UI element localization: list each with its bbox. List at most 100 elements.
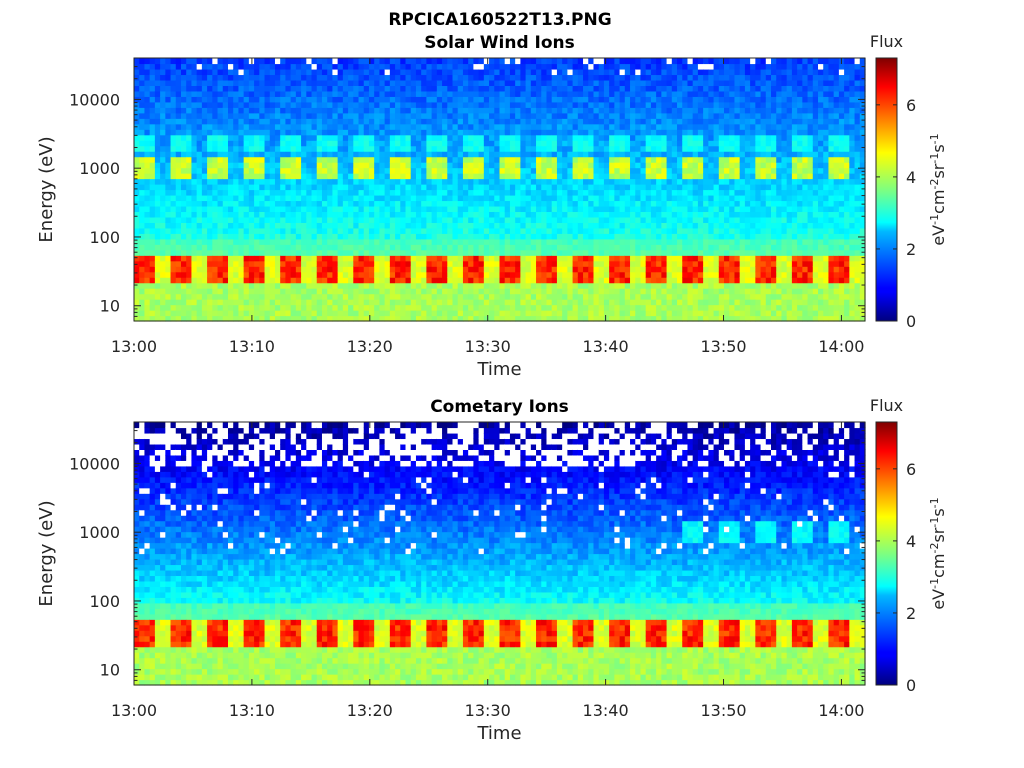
heatmap-cell (269, 277, 276, 284)
heatmap-cell (165, 238, 172, 245)
heatmap-cell (327, 288, 334, 295)
heatmap-cell (285, 222, 292, 229)
heatmap-cell (447, 68, 454, 76)
heatmap-cell (316, 123, 323, 130)
heatmap-cell (489, 156, 495, 163)
heatmap-cell (196, 167, 203, 174)
heatmap-cell (149, 249, 156, 256)
heatmap-cell (191, 260, 198, 267)
heatmap-cell (180, 293, 187, 300)
heatmap-cell (165, 244, 172, 251)
heatmap-cell (473, 156, 480, 163)
heatmap-cell (337, 288, 344, 295)
heatmap-cell (609, 244, 615, 251)
heatmap-cell (436, 184, 443, 191)
heatmap-cell (452, 233, 459, 240)
heatmap-cell (541, 129, 548, 136)
heatmap-cell (139, 101, 146, 108)
heatmap-cell (635, 315, 642, 322)
heatmap-cell (321, 151, 328, 158)
heatmap-cell (609, 233, 615, 240)
heatmap-cell (494, 112, 501, 119)
heatmap-cell (583, 162, 589, 169)
heatmap-cell (473, 151, 480, 158)
heatmap-cell (170, 90, 177, 97)
heatmap-cell (368, 79, 375, 86)
heatmap-cell (306, 156, 313, 163)
heatmap-cell (494, 200, 501, 207)
heatmap-cell (619, 85, 626, 92)
heatmap-cell (541, 260, 548, 267)
heatmap-cell (645, 107, 652, 114)
heatmap-cell (603, 184, 610, 191)
heatmap-cell (358, 205, 365, 213)
heatmap-cell (598, 282, 605, 289)
heatmap-cell (421, 96, 427, 103)
heatmap-cell (212, 205, 219, 213)
heatmap-cell (567, 112, 574, 119)
heatmap-cell (332, 271, 339, 278)
heatmap-cell (593, 238, 600, 245)
heatmap-cell (201, 299, 208, 306)
heatmap-cell (562, 167, 568, 174)
heatmap-cell (327, 299, 334, 306)
heatmap-cell (640, 156, 647, 163)
heatmap-cell (593, 310, 600, 317)
heatmap-cell (290, 249, 297, 256)
heatmap-cell (222, 184, 229, 191)
heatmap-cell (363, 123, 370, 130)
heatmap-cell (635, 293, 642, 300)
heatmap-cell (426, 277, 433, 284)
heatmap-cell (160, 282, 166, 289)
heatmap-cell (269, 288, 276, 295)
heatmap-cell (134, 205, 140, 213)
heatmap-cell (316, 260, 323, 267)
heatmap-cell (415, 112, 422, 119)
heatmap-cell (196, 123, 203, 130)
heatmap-cell (666, 123, 673, 130)
heatmap-cell (410, 101, 417, 108)
heatmap-cell (243, 74, 250, 81)
heatmap-cell (520, 293, 527, 300)
heatmap-cell (609, 205, 615, 213)
heatmap-cell (640, 123, 647, 130)
heatmap-cell (316, 189, 323, 196)
heatmap-cell (175, 178, 182, 185)
heatmap-cell (536, 58, 542, 65)
heatmap-cell (650, 112, 657, 119)
heatmap-cell (134, 134, 140, 141)
heatmap-cell (436, 85, 443, 92)
heatmap-cell (269, 118, 276, 125)
heatmap-cell (442, 299, 448, 306)
heatmap-cell (494, 68, 501, 76)
heatmap-cell (468, 112, 474, 119)
heatmap-cell (285, 134, 292, 141)
heatmap-cell (530, 255, 537, 262)
heatmap-cell (520, 315, 527, 322)
heatmap-cell (217, 118, 224, 125)
heatmap-cell (196, 79, 203, 86)
heatmap-cell (212, 189, 219, 196)
heatmap-cell (306, 244, 313, 251)
heatmap-cell (368, 151, 375, 158)
heatmap-cell (332, 134, 339, 141)
heatmap-cell (421, 184, 427, 191)
heatmap-cell (666, 271, 673, 278)
heatmap-cell (201, 145, 208, 152)
heatmap-cell (222, 173, 229, 180)
heatmap-cell (645, 244, 652, 251)
heatmap-cell (614, 162, 621, 169)
heatmap-cell (196, 282, 203, 289)
heatmap-cell (201, 282, 208, 289)
heatmap-cell (316, 216, 323, 223)
heatmap-cell (274, 293, 281, 300)
heatmap-cell (337, 227, 344, 234)
heatmap-cell (541, 68, 548, 76)
heatmap-cell (321, 244, 328, 251)
heatmap-cell (238, 118, 245, 125)
heatmap-cell (180, 156, 187, 163)
heatmap-cell (316, 299, 323, 306)
heatmap-cell (233, 123, 240, 130)
heatmap-cell (442, 271, 448, 278)
heatmap-cell (280, 227, 287, 234)
